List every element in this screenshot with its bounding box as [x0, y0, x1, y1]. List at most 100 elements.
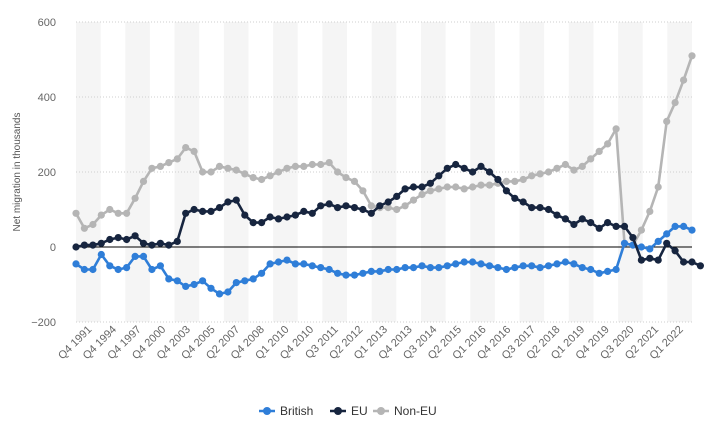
data-point[interactable] — [156, 162, 164, 170]
data-point[interactable] — [536, 170, 544, 178]
data-point[interactable] — [409, 196, 418, 204]
data-point[interactable] — [300, 162, 308, 170]
data-point[interactable] — [443, 164, 451, 172]
data-point[interactable] — [232, 166, 240, 174]
data-point[interactable] — [342, 202, 350, 210]
data-point[interactable] — [612, 222, 620, 230]
data-point[interactable] — [426, 264, 434, 272]
data-point[interactable] — [123, 264, 131, 272]
data-point[interactable] — [215, 290, 224, 298]
data-point[interactable] — [139, 239, 148, 247]
data-point[interactable] — [595, 147, 603, 155]
data-point[interactable] — [561, 160, 570, 169]
data-point[interactable] — [502, 187, 510, 195]
data-point[interactable] — [460, 164, 468, 172]
data-point[interactable] — [671, 222, 679, 230]
data-point[interactable] — [477, 260, 485, 268]
data-point[interactable] — [663, 230, 671, 238]
data-point[interactable] — [604, 267, 612, 275]
data-point[interactable] — [300, 260, 308, 268]
data-point[interactable] — [131, 194, 139, 202]
data-point[interactable] — [663, 239, 671, 247]
data-point[interactable] — [646, 254, 654, 262]
data-point[interactable] — [460, 258, 468, 266]
data-point[interactable] — [435, 264, 443, 272]
data-point[interactable] — [300, 207, 308, 215]
data-point[interactable] — [123, 209, 131, 217]
legend-item-non-eu[interactable]: Non-EU — [373, 404, 437, 418]
legend-item-british[interactable]: British — [259, 404, 313, 418]
data-point[interactable] — [131, 232, 139, 240]
data-point[interactable] — [215, 204, 224, 212]
data-point[interactable] — [291, 211, 299, 219]
data-point[interactable] — [224, 288, 232, 296]
data-point[interactable] — [249, 219, 257, 227]
data-point[interactable] — [612, 125, 620, 133]
data-point[interactable] — [604, 140, 612, 148]
data-point[interactable] — [629, 234, 637, 242]
data-point[interactable] — [443, 183, 451, 191]
data-point[interactable] — [452, 160, 460, 169]
data-point[interactable] — [511, 264, 519, 272]
data-point[interactable] — [89, 265, 97, 274]
data-point[interactable] — [97, 250, 105, 259]
data-point[interactable] — [418, 262, 426, 270]
data-point[interactable] — [519, 262, 527, 270]
data-point[interactable] — [528, 262, 536, 270]
data-point[interactable] — [165, 275, 173, 283]
data-point[interactable] — [80, 241, 88, 249]
data-point[interactable] — [334, 204, 342, 212]
data-point[interactable] — [477, 162, 485, 170]
data-point[interactable] — [80, 265, 88, 274]
data-point[interactable] — [123, 235, 131, 244]
data-point[interactable] — [207, 168, 215, 176]
data-point[interactable] — [409, 264, 418, 272]
data-point[interactable] — [502, 177, 510, 185]
data-point[interactable] — [637, 256, 646, 264]
data-point[interactable] — [502, 265, 510, 274]
data-point[interactable] — [604, 219, 612, 227]
data-point[interactable] — [612, 265, 620, 274]
data-point[interactable] — [182, 209, 190, 217]
data-point[interactable] — [207, 207, 215, 215]
data-point[interactable] — [469, 258, 477, 266]
data-point[interactable] — [173, 237, 181, 245]
data-point[interactable] — [511, 177, 519, 185]
data-point[interactable] — [148, 265, 156, 274]
data-point[interactable] — [342, 174, 350, 182]
data-point[interactable] — [114, 234, 122, 242]
data-point[interactable] — [258, 175, 266, 184]
data-point[interactable] — [350, 177, 359, 185]
data-point[interactable] — [646, 207, 654, 215]
data-point[interactable] — [283, 256, 291, 264]
data-point[interactable] — [97, 211, 105, 219]
data-point[interactable] — [241, 277, 249, 285]
data-point[interactable] — [485, 168, 494, 176]
data-point[interactable] — [72, 243, 80, 251]
data-point[interactable] — [637, 226, 646, 234]
data-point[interactable] — [511, 194, 519, 202]
data-point[interactable] — [401, 185, 409, 193]
data-point[interactable] — [570, 220, 578, 229]
data-point[interactable] — [249, 275, 257, 283]
data-point[interactable] — [393, 205, 401, 214]
data-point[interactable] — [426, 179, 434, 187]
data-point[interactable] — [620, 239, 629, 247]
data-point[interactable] — [131, 252, 139, 260]
data-point[interactable] — [106, 262, 114, 270]
data-point[interactable] — [384, 265, 392, 274]
data-point[interactable] — [544, 168, 553, 176]
data-point[interactable] — [190, 280, 198, 289]
data-point[interactable] — [165, 159, 173, 167]
data-point[interactable] — [536, 204, 544, 212]
data-point[interactable] — [646, 245, 654, 253]
data-point[interactable] — [308, 160, 316, 169]
data-point[interactable] — [97, 239, 105, 247]
data-point[interactable] — [114, 209, 122, 217]
data-point[interactable] — [637, 243, 646, 251]
data-point[interactable] — [173, 277, 181, 285]
data-point[interactable] — [232, 196, 240, 204]
data-point[interactable] — [561, 215, 570, 223]
data-point[interactable] — [452, 260, 460, 268]
data-point[interactable] — [106, 205, 114, 214]
